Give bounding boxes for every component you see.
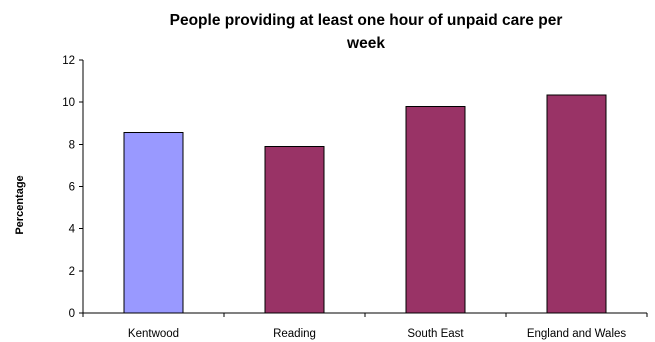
y-axis-label: Percentage	[14, 175, 26, 234]
y-tick-label: 4	[69, 224, 76, 236]
y-ticks: 0 2 4 6 8 10 12	[62, 55, 83, 320]
y-tick-label: 8	[69, 139, 75, 151]
bar-south-east	[405, 105, 466, 314]
bar-kentwood	[123, 132, 184, 314]
y-tick-label: 10	[62, 97, 75, 109]
y-tick-label: 12	[62, 55, 75, 67]
bars	[123, 94, 607, 314]
x-tick-label: South East	[407, 328, 464, 340]
x-tick-label: Kentwood	[128, 328, 179, 340]
bar-reading	[264, 145, 325, 314]
x-tick-label: Reading	[273, 328, 316, 340]
x-tick-label: England and Wales	[527, 328, 627, 340]
x-tick-labels: Kentwood Reading South East England and Wal…	[128, 328, 626, 340]
y-tick-label: 0	[69, 308, 75, 320]
y-tick-label: 2	[69, 266, 75, 278]
chart-title-line-1: People providing at least one hour of un…	[170, 12, 563, 29]
chart-title-line-2: week	[346, 35, 385, 52]
bar-england-and-wales	[546, 94, 607, 314]
y-tick-label: 6	[69, 182, 75, 194]
